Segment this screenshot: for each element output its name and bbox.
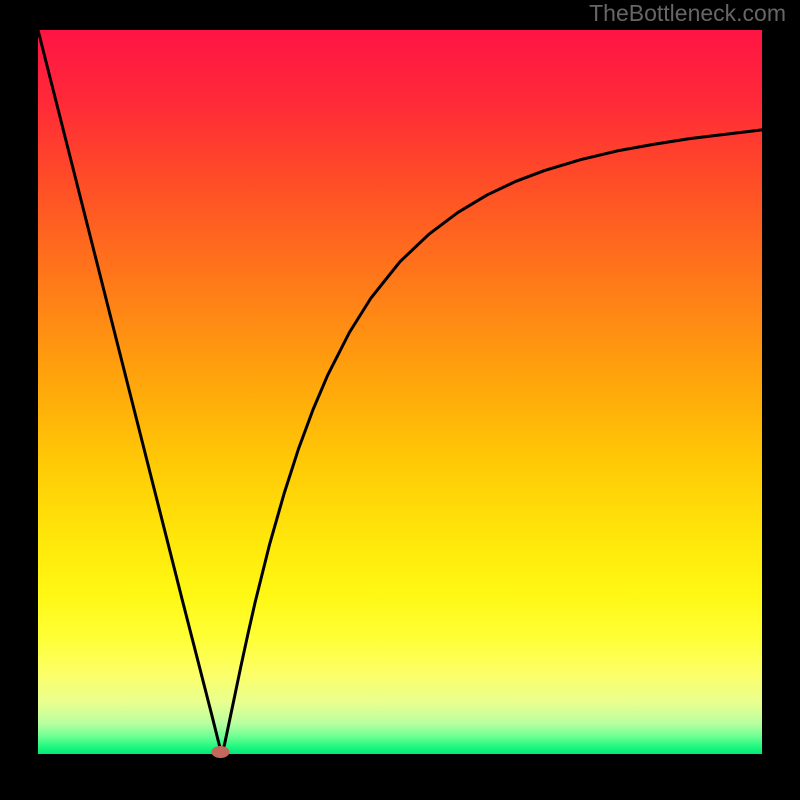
optimal-marker bbox=[211, 746, 229, 758]
bottleneck-chart bbox=[0, 0, 800, 800]
chart-background bbox=[38, 30, 762, 754]
watermark-text: TheBottleneck.com bbox=[589, 0, 786, 27]
